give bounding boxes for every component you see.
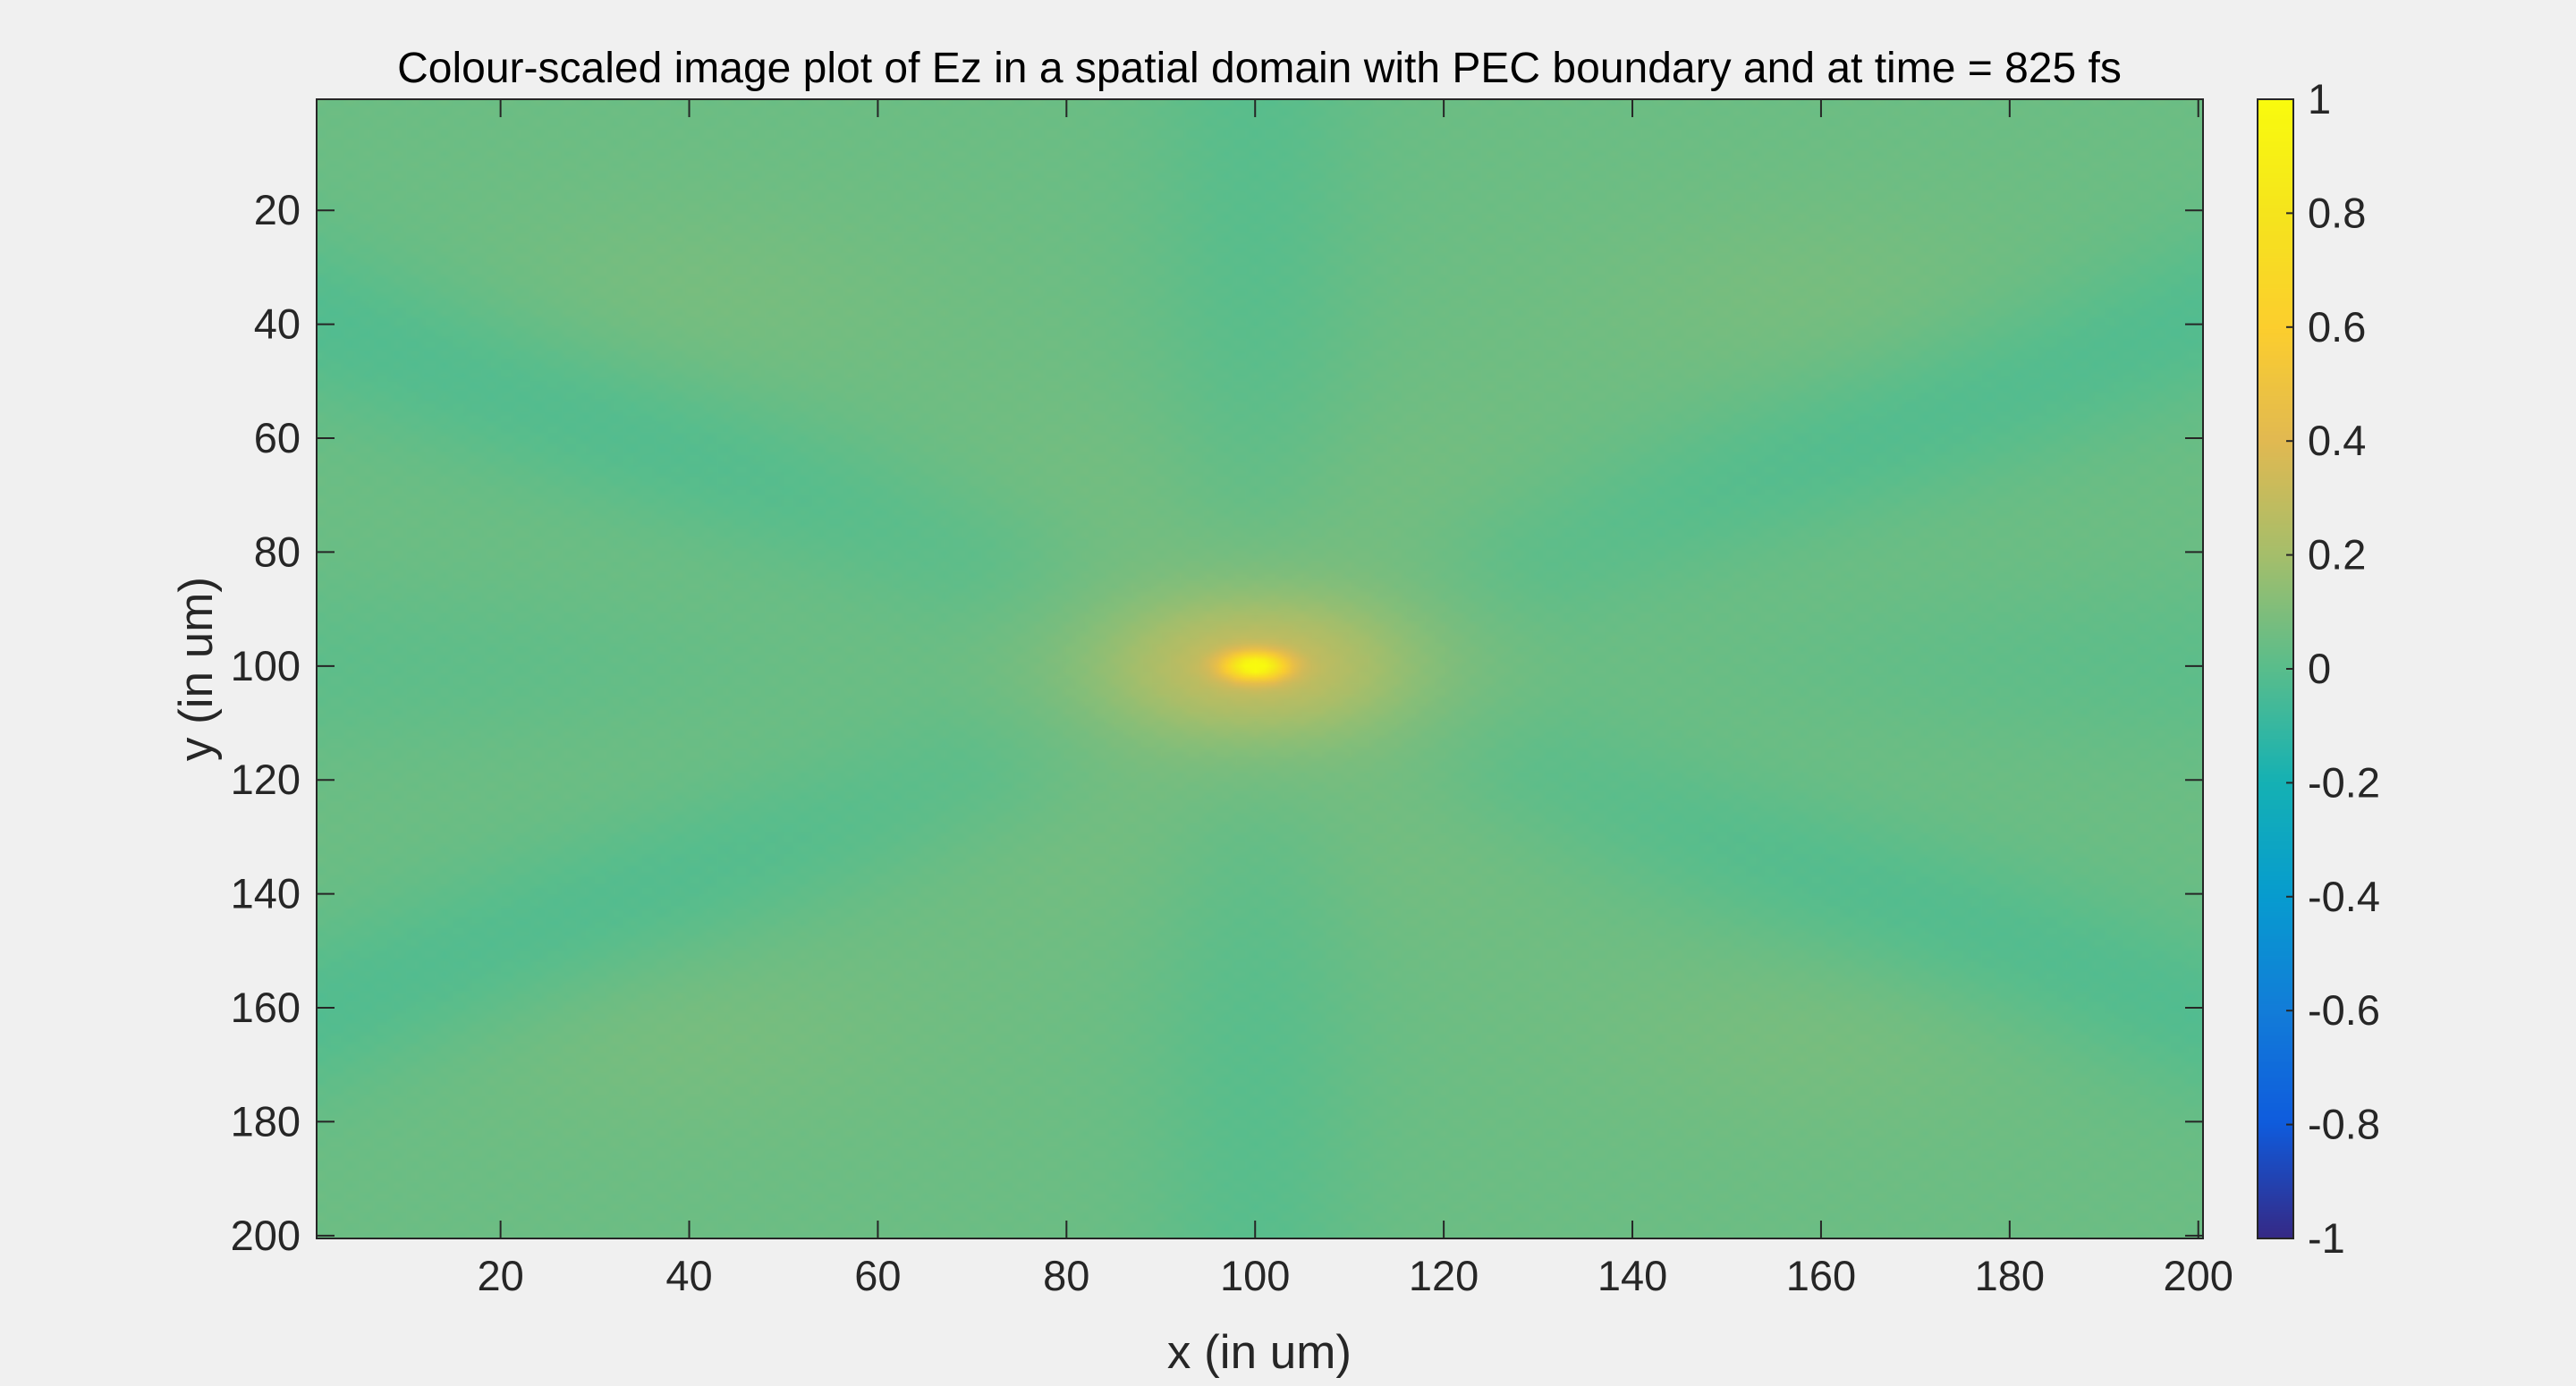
x-tick-label: 100 <box>1220 1252 1290 1299</box>
y-tick-label: 180 <box>231 1097 301 1145</box>
colorbar-tick-label: 0.8 <box>2308 189 2366 236</box>
colorbar-tick-label: 0.2 <box>2308 531 2366 579</box>
y-tick-label: 80 <box>254 528 301 575</box>
x-tick-label: 200 <box>2164 1252 2233 1299</box>
y-axis-label: y (in um) <box>170 577 223 761</box>
y-tick-label: 60 <box>254 414 301 461</box>
heatmap <box>317 99 2203 1238</box>
heatmap-image <box>317 99 2203 1238</box>
x-tick-label: 40 <box>665 1252 712 1299</box>
y-tick-label: 100 <box>231 642 301 689</box>
colorbar-tick-label: -0.6 <box>2308 986 2380 1034</box>
x-tick-label: 80 <box>1043 1252 1089 1299</box>
colorbar-tick-label: 0.6 <box>2308 303 2366 351</box>
colorbar-tick-label: 1 <box>2308 75 2331 123</box>
colorbar-tick-label: -0.8 <box>2308 1101 2380 1148</box>
x-tick-label: 180 <box>1975 1252 2045 1299</box>
x-tick-label: 120 <box>1409 1252 1479 1299</box>
y-tick-label: 200 <box>231 1212 301 1259</box>
colorbar-ticks: 1 0.8 0.6 0.4 0.2 0 -0.2 -0.4 -0.6 -0.8 -1 <box>2286 75 2380 1262</box>
x-tick-label: 60 <box>854 1252 901 1299</box>
chart-title: Colour-scaled image plot of Ez in a spat… <box>397 45 2122 92</box>
x-axis-label: x (in um) <box>1167 1326 1352 1379</box>
colorbar-tick-label: 0 <box>2308 645 2331 692</box>
y-tick-label: 20 <box>254 186 301 233</box>
y-tick-label: 160 <box>231 984 301 1031</box>
y-tick-label: 40 <box>254 300 301 348</box>
colorbar-tick-label: -1 <box>2308 1214 2345 1262</box>
x-axis-ticks: 20 40 60 80 100 120 140 160 180 200 <box>477 99 2233 1299</box>
colorbar-tick-label: 0.4 <box>2308 417 2366 464</box>
y-tick-label: 120 <box>231 756 301 803</box>
plot-frame <box>316 98 2204 1239</box>
colorbar-tick-label: -0.2 <box>2308 758 2380 806</box>
colorbar: 1 0.8 0.6 0.4 0.2 0 -0.2 -0.4 -0.6 -0.8 -1 <box>2257 75 2380 1262</box>
colorbar-tick-label: -0.4 <box>2308 873 2380 920</box>
y-axis-ticks: 20 40 60 80 100 120 140 160 180 200 <box>231 186 2203 1259</box>
y-tick-label: 140 <box>231 870 301 917</box>
x-tick-label: 20 <box>477 1252 523 1299</box>
x-tick-label: 140 <box>1597 1252 1667 1299</box>
x-tick-label: 160 <box>1786 1252 1856 1299</box>
